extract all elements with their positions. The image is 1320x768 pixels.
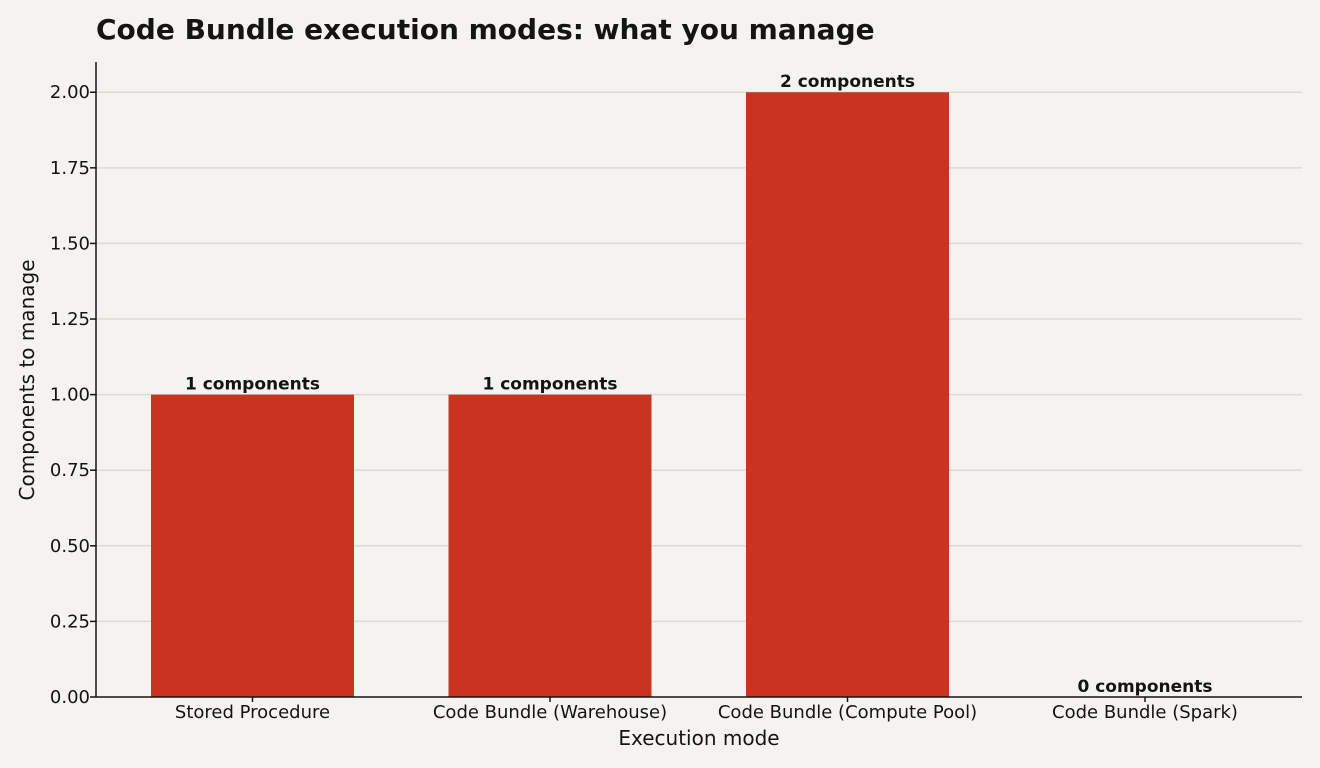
bar xyxy=(746,92,949,697)
y-tick-label: 0.25 xyxy=(50,611,90,632)
y-tick-labels: 0.00 0.25 0.50 0.75 1.00 1.25 1.50 1.75 2.00 xyxy=(50,82,90,708)
x-tick-labels: Stored Procedure Code Bundle (Warehouse) C… xyxy=(175,702,1238,723)
y-tick-label: 2.00 xyxy=(50,82,90,103)
y-tick-label: 0.75 xyxy=(50,460,90,481)
x-tick-label: Code Bundle (Spark) xyxy=(1052,702,1238,723)
bar xyxy=(448,394,652,697)
bar-data-label: 1 components xyxy=(482,375,617,395)
axes xyxy=(90,62,1302,702)
x-tick-label: Code Bundle (Compute Pool) xyxy=(718,702,977,723)
bar xyxy=(151,394,354,697)
y-tick-label: 0.00 xyxy=(50,687,90,708)
x-tick-label: Stored Procedure xyxy=(175,702,330,723)
chart-title: Code Bundle execution modes: what you ma… xyxy=(96,13,875,46)
y-tick-label: 1.75 xyxy=(50,158,90,179)
x-axis-label: Execution mode xyxy=(618,726,779,750)
x-tick-label: Code Bundle (Warehouse) xyxy=(433,702,667,723)
bar-data-label: 0 components xyxy=(1077,677,1212,697)
data-labels: 1 components 1 components 2 components 0 co… xyxy=(185,72,1213,697)
y-axis-label: Components to manage xyxy=(15,260,39,501)
y-tick-label: 1.50 xyxy=(50,233,90,254)
bar-data-label: 1 components xyxy=(185,375,320,395)
bar-data-label: 2 components xyxy=(780,72,915,92)
y-tick-label: 0.50 xyxy=(50,536,90,557)
bars xyxy=(151,92,949,697)
y-tick-label: 1.25 xyxy=(50,309,90,330)
y-tick-label: 1.00 xyxy=(50,385,90,406)
